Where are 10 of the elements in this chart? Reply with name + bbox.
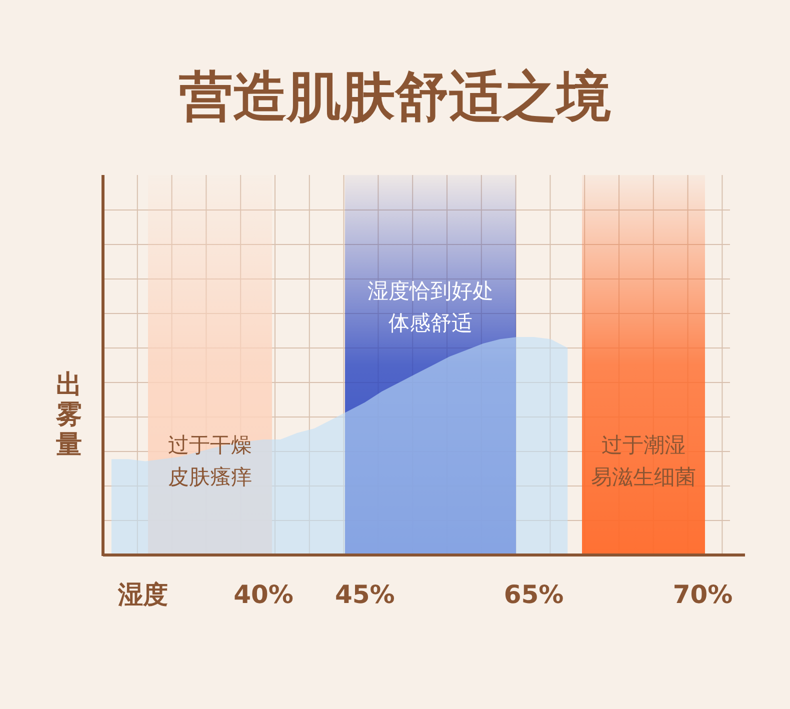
x-axis-title: 湿度: [117, 580, 168, 609]
annotation: 过于潮湿易滋生细菌: [591, 433, 696, 489]
text: 湿度恰到好处体感舒适: [368, 279, 494, 335]
annotation: 过于干燥皮肤瘙痒: [168, 433, 252, 489]
y-axis-title: 出雾量: [55, 370, 82, 460]
x-tick-label: 65%: [504, 580, 564, 609]
x-tick-label: 70%: [672, 580, 733, 609]
chart-title: 营造肌肤舒适之境: [179, 65, 611, 128]
x-tick-label: 40%: [234, 580, 294, 609]
x-tick-label: 45%: [334, 580, 395, 609]
